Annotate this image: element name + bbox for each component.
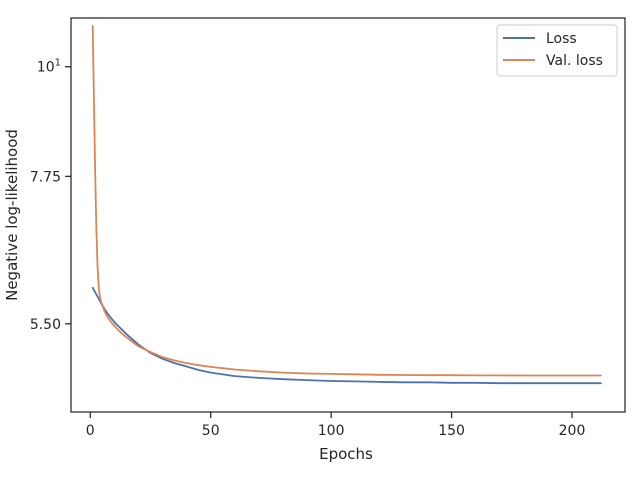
- y-axis: 101 7.75 5.50: [30, 58, 71, 333]
- y-axis-label: Negative log-likelihood: [3, 129, 21, 301]
- legend-label-val-loss: Val. loss: [546, 53, 603, 69]
- series-layer: [91, 24, 602, 385]
- legend-label-loss: Loss: [546, 31, 577, 47]
- x-tick-label: 50: [202, 423, 220, 439]
- plot-frame: [70, 17, 626, 413]
- x-tick-label: 100: [318, 423, 345, 439]
- x-tick-label: 0: [86, 423, 95, 439]
- legend: Loss Val. loss: [496, 24, 618, 77]
- x-axis-label: Epochs: [319, 445, 373, 463]
- x-tick-label: 150: [438, 423, 465, 439]
- series-line-loss: [91, 286, 602, 385]
- y-tick-label: 101: [37, 58, 61, 76]
- x-tick-label: 200: [559, 423, 586, 439]
- y-tick-label: 5.50: [30, 317, 61, 333]
- x-axis: 0 50 100 150 200: [86, 412, 586, 439]
- series-line-val-loss: [91, 24, 602, 377]
- plot-background: [71, 18, 625, 412]
- y-tick-label: 7.75: [30, 169, 61, 185]
